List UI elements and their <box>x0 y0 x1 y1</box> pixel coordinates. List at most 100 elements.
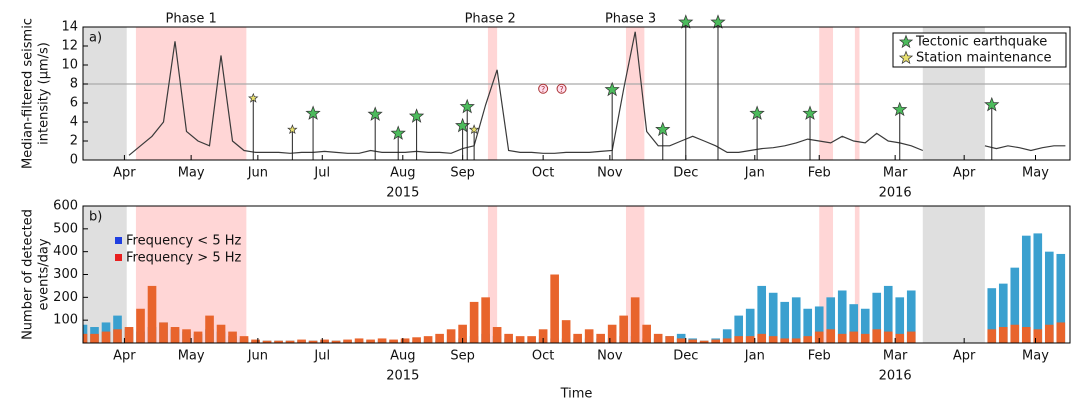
event-bar <box>251 339 260 343</box>
x-tick-label: Oct <box>532 166 554 181</box>
event-bar <box>791 338 801 343</box>
x-tick-label: Jun <box>247 349 268 364</box>
event-bar <box>412 337 421 343</box>
x-tick-label: Apr <box>113 349 136 364</box>
event-bar <box>113 329 122 343</box>
x-tick-label: May <box>178 166 205 181</box>
event-star <box>408 108 425 123</box>
event-bar <box>711 339 721 343</box>
event-bar <box>389 339 398 343</box>
x-tick-label: Oct <box>532 349 554 364</box>
event-bar <box>1010 267 1020 343</box>
y-tick-label: 200 <box>53 290 78 305</box>
event-star <box>802 105 818 120</box>
event-bar <box>676 338 686 343</box>
shaded-period <box>83 27 127 160</box>
event-bar <box>814 331 824 343</box>
event-bar <box>366 339 375 343</box>
event-bar <box>90 333 99 343</box>
x-tick-label: May <box>1022 166 1049 181</box>
y-tick-label: 300 <box>53 267 78 282</box>
y-tick-label: 4 <box>70 115 78 130</box>
x-tick-label: Jan <box>744 349 765 364</box>
event-star <box>459 98 475 114</box>
y-axis-label: Median-filtered seismic <box>21 18 36 169</box>
event-bar <box>527 336 536 343</box>
event-star <box>892 101 908 117</box>
event-bar <box>239 336 249 343</box>
event-bar <box>423 336 433 343</box>
event-bar <box>872 292 882 343</box>
event-bar <box>826 297 836 343</box>
event-bar <box>193 331 203 343</box>
event-bar <box>803 336 813 343</box>
shaded-period <box>135 27 247 160</box>
event-bar <box>331 340 341 343</box>
legend-swatch <box>115 237 122 244</box>
event-star <box>305 105 321 120</box>
event-bar <box>837 333 847 343</box>
event-star <box>468 124 480 134</box>
y-tick-label: 10 <box>61 58 78 73</box>
event-bar <box>791 297 801 343</box>
event-bar <box>630 297 640 343</box>
event-bar <box>860 333 870 343</box>
annotation-circle <box>556 83 567 94</box>
event-bar <box>469 301 479 343</box>
legend-label: Station maintenance <box>916 51 1052 66</box>
plot-area <box>83 206 1066 343</box>
event-bar <box>895 297 905 343</box>
event-bar <box>147 285 157 343</box>
event-bar <box>297 339 306 343</box>
event-bar <box>1033 233 1043 343</box>
event-bar <box>1033 329 1043 343</box>
plot-frame <box>82 26 1071 161</box>
event-star <box>749 105 765 120</box>
shaded-period <box>487 206 498 343</box>
x-axis-label: Time <box>560 387 593 402</box>
event-bar <box>481 297 490 343</box>
event-bar <box>665 336 674 343</box>
x-tick-label: Aug <box>390 166 415 181</box>
event-bar <box>584 329 594 343</box>
shaded-period <box>854 206 860 343</box>
event-bar <box>757 285 767 343</box>
event-bar <box>262 340 272 343</box>
legend-label: Frequency > 5 Hz <box>126 251 241 266</box>
event-bar <box>814 306 824 343</box>
panel-label: b) <box>89 210 102 225</box>
event-bar <box>768 336 778 343</box>
event-bar <box>998 327 1008 343</box>
event-bar <box>1044 251 1054 343</box>
y-tick-label: 14 <box>61 20 78 35</box>
x-tick-label: Aug <box>390 349 415 364</box>
event-star <box>367 106 383 121</box>
x-tick-label: Nov <box>597 349 623 364</box>
event-bar <box>722 329 732 343</box>
event-bar <box>124 327 134 343</box>
event-bar <box>883 285 893 343</box>
event-bar <box>745 336 755 343</box>
y-tick-label: 6 <box>70 96 78 111</box>
x-tick-label: Apr <box>113 166 136 181</box>
y-tick-label: 600 <box>53 199 78 214</box>
event-bar <box>308 340 318 343</box>
event-star <box>390 125 406 140</box>
event-bar <box>182 329 191 343</box>
event-bar <box>734 315 744 343</box>
event-bar <box>101 331 111 343</box>
y-tick-label: 12 <box>61 39 78 54</box>
event-bar <box>757 333 767 343</box>
x-tick-label: Sep <box>450 349 475 364</box>
legend-label: Tectonic earthquake <box>915 35 1047 50</box>
event-bar <box>987 329 997 343</box>
event-bar <box>1044 324 1054 343</box>
y-tick-label: 100 <box>53 313 78 328</box>
event-bar <box>205 315 214 343</box>
legend-box <box>892 32 1067 68</box>
event-bar <box>504 333 513 343</box>
event-bar <box>998 283 1008 343</box>
event-bar <box>83 333 88 343</box>
y-tick-label: 500 <box>53 221 78 236</box>
